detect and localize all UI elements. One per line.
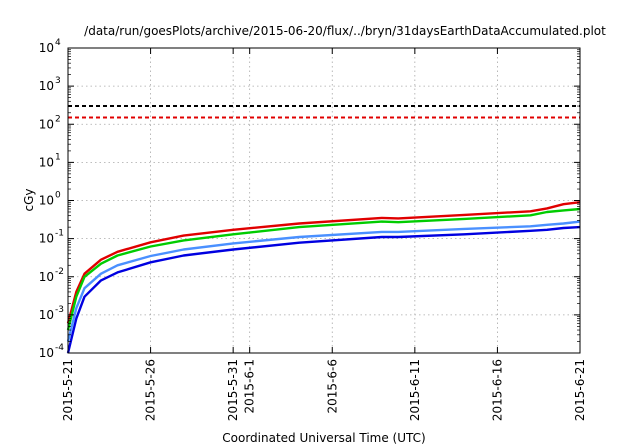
x-axis: 2015-5-21 2015-5-26 2015-5-31 2015-6-1 2015-…: [61, 48, 587, 421]
x-tick-label: 2015-5-31: [226, 359, 240, 421]
y-tick-exponent: -2: [55, 267, 64, 277]
y-axis-label: cGy: [22, 189, 36, 212]
series-line: [66, 201, 581, 324]
y-tick-label: 10: [39, 117, 54, 131]
y-tick-exponent: 1: [55, 152, 61, 162]
series-line: [66, 207, 581, 331]
x-tick-label: 2015-6-6: [325, 359, 339, 413]
y-tick-exponent: -4: [55, 343, 64, 353]
y-tick-label: 10: [39, 155, 54, 169]
x-tick-label: 2015-5-26: [144, 359, 158, 421]
y-tick-label: 10: [39, 308, 54, 322]
x-tick-label: 2015-6-21: [573, 359, 587, 421]
grid: [68, 48, 580, 353]
x-axis-label: Coordinated Universal Time (UTC): [222, 431, 425, 445]
y-tick-exponent: 2: [55, 114, 61, 124]
y-tick-label: 10: [39, 41, 54, 55]
y-tick-exponent: 0: [55, 191, 61, 201]
y-tick-label: 10: [39, 79, 54, 93]
y-tick-exponent: -3: [55, 305, 64, 315]
chart-title: /data/run/goesPlots/archive/2015-06-20/f…: [84, 24, 606, 38]
y-tick-label: 10: [39, 194, 54, 208]
x-tick-label: 2015-6-16: [490, 359, 504, 421]
x-tick-label: 2015-6-11: [408, 359, 422, 421]
reference-lines: [68, 105, 580, 119]
y-tick-label: 10: [39, 232, 54, 246]
y-tick-label: 10: [39, 346, 54, 360]
x-tick-label: 2015-5-21: [61, 359, 75, 421]
series-line: [66, 220, 581, 342]
y-tick-exponent: 3: [55, 76, 61, 86]
x-tick-label: 2015-6-1: [243, 359, 257, 413]
series-group: [66, 201, 581, 354]
y-tick-label: 10: [39, 270, 54, 284]
series-line: [66, 225, 581, 354]
y-tick-exponent: -1: [55, 229, 64, 239]
y-tick-exponent: 4: [55, 38, 61, 48]
